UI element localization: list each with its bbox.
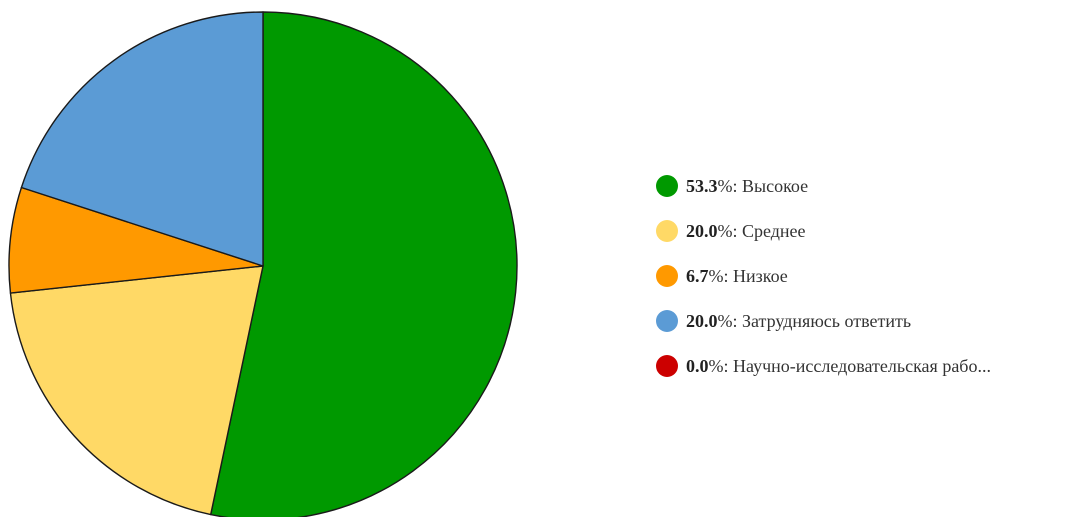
pie-slice-1 — [210, 11, 518, 517]
legend-percent-value: 20.0 — [686, 311, 718, 331]
legend-percent-sign: %: — [708, 356, 733, 376]
legend-percent-value: 0.0 — [686, 356, 709, 376]
chart-legend: 53.3%: Высокое 20.0%: Среднее 6.7%: Низкое… — [656, 172, 1071, 397]
legend-swatch-icon — [656, 310, 678, 332]
legend-label: Низкое — [733, 266, 788, 286]
legend-percent-value: 6.7 — [686, 266, 709, 286]
legend-percent-sign: %: — [717, 221, 742, 241]
legend-percent-value: 20.0 — [686, 221, 718, 241]
pie-slice-3 — [8, 186, 264, 294]
pie-slice-4 — [20, 11, 264, 267]
legend-label: Научно-исследовательская рабо... — [733, 356, 991, 376]
legend-label: Затрудняюсь ответить — [742, 311, 912, 331]
legend-label: Высокое — [742, 176, 809, 196]
legend-percent-value: 53.3 — [686, 176, 718, 196]
legend-percent-sign: %: — [717, 176, 742, 196]
legend-percent-sign: %: — [717, 311, 742, 331]
pie-slice-2 — [9, 265, 264, 516]
legend-label: Среднее — [742, 221, 806, 241]
legend-item: 53.3%: Высокое — [656, 172, 1071, 217]
pie-chart — [8, 11, 518, 517]
legend-item: 0.0%: Научно-исследовательская рабо... — [656, 352, 1071, 397]
legend-swatch-icon — [656, 355, 678, 377]
legend-item: 20.0%: Среднее — [656, 217, 1071, 262]
legend-item: 6.7%: Низкое — [656, 262, 1071, 307]
legend-swatch-icon — [656, 265, 678, 287]
legend-item: 20.0%: Затрудняюсь ответить — [656, 307, 1071, 352]
legend-percent-sign: %: — [708, 266, 733, 286]
legend-swatch-icon — [656, 175, 678, 197]
legend-swatch-icon — [656, 220, 678, 242]
